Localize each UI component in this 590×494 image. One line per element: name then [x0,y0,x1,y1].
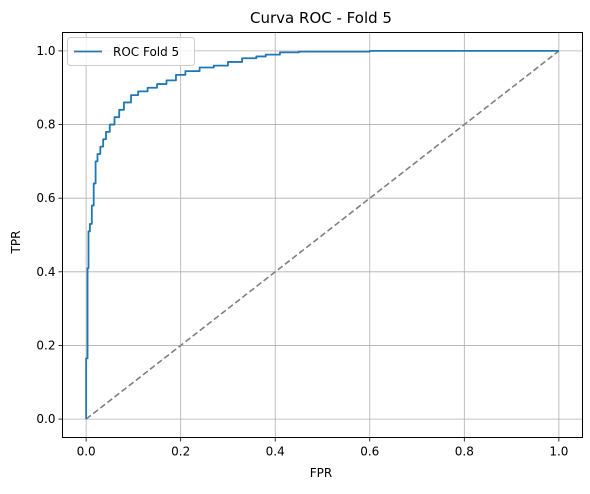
plot-series [85,50,560,420]
x-tick-label: 1.0 [549,445,568,459]
diagonal-reference-line [85,50,560,420]
chart-title: Curva ROC - Fold 5 [250,9,392,27]
roc-curve-line [85,50,559,420]
plot-frame [62,32,583,438]
x-tick-label: 0.2 [171,445,190,459]
legend: ROC Fold 5 [67,37,195,66]
y-tick-label: 0.2 [36,338,55,352]
x-axis-label: FPR [310,466,332,480]
y-axis-label: TPR [9,231,23,255]
x-tick-label: 0.8 [455,445,474,459]
y-tick-label: 1.0 [36,44,55,58]
x-tick-label: 0.6 [360,445,379,459]
legend-label: ROC Fold 5 [113,45,179,59]
x-tick-label: 0.4 [266,445,285,459]
axis-ticks: 0.0 0.2 0.4 0.6 0.8 1.0 0.0 0.2 0.4 0.6 0.8 1.0 [36,44,568,459]
x-tick-label: 0.0 [77,445,96,459]
legend-box [67,37,195,66]
y-tick-label: 0.6 [36,191,55,205]
y-tick-label: 0.0 [36,412,55,426]
y-tick-label: 0.4 [36,265,55,279]
y-tick-label: 0.8 [36,118,55,132]
